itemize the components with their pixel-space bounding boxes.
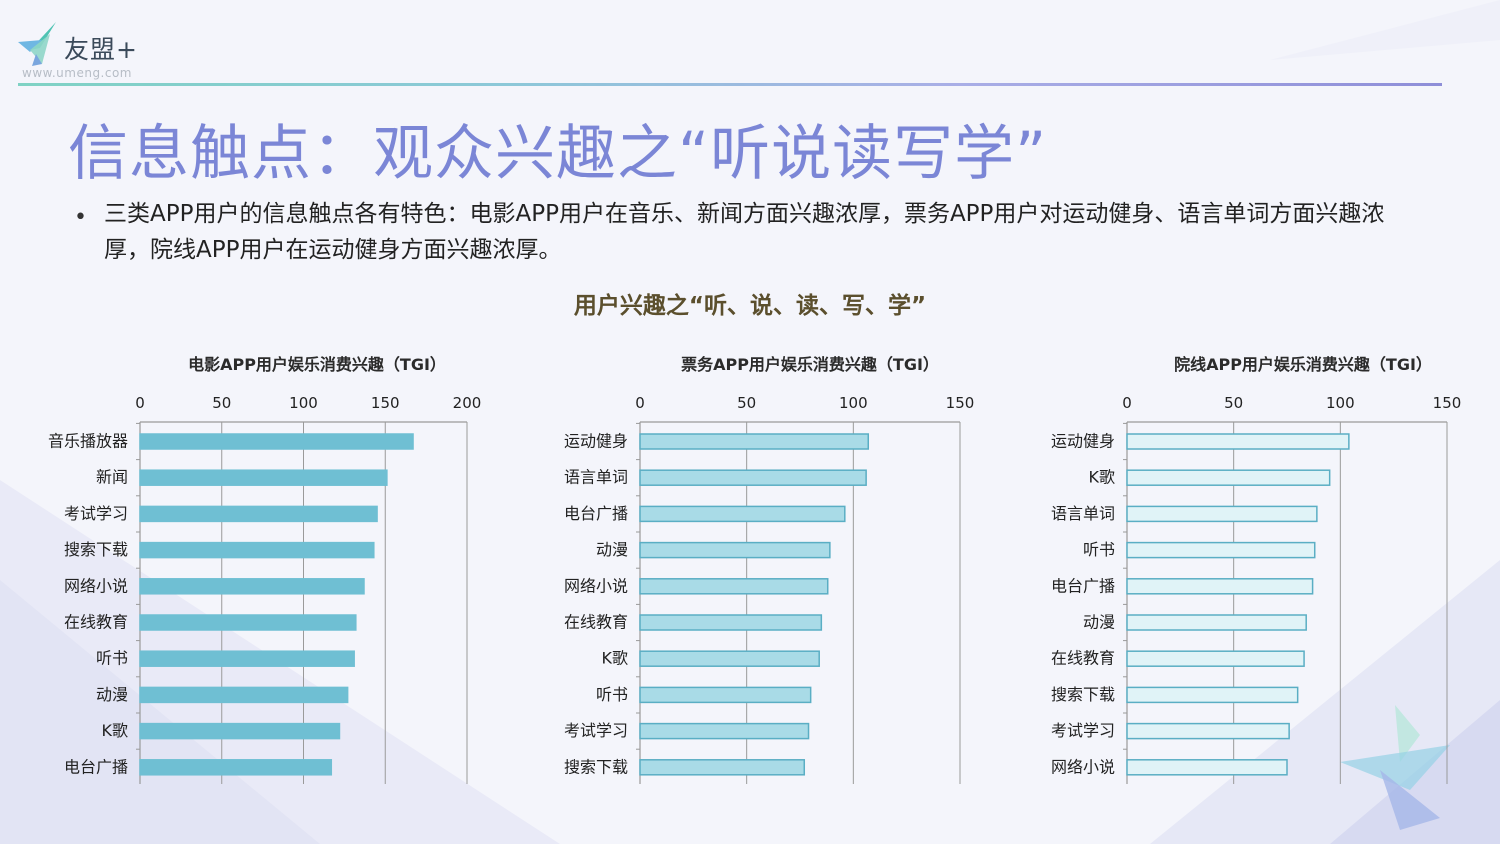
chart-3-bar [1126,433,1350,450]
chart-1-bar [139,469,388,486]
chart-3-category-label: 动漫 [1083,613,1115,632]
chart-3-title: 院线APP用户娱乐消费兴趣（TGI） [1174,355,1432,374]
chart-2-category-label: 动漫 [596,540,628,559]
chart-2-bar [639,578,829,595]
chart-3-tick-label: 0 [1122,394,1132,412]
chart-1-bar [139,686,349,704]
chart-1-category-label: 网络小说 [64,576,128,595]
chart-2-tick-label: 150 [946,394,975,412]
chart-2-bar [639,722,810,740]
chart-2-bar [639,686,812,704]
chart-1-category-label: 听书 [96,649,128,668]
chart-1-tick-label: 0 [135,394,145,412]
chart-1-category-label: 音乐播放器 [48,432,128,451]
section-title: 用户兴趣之“听、说、读、写、学” [573,293,927,319]
chart-1-category-label: 电台广播 [64,757,128,776]
chart-3-category-label: 在线教育 [1051,649,1115,668]
chart-1-bar [139,614,357,631]
chart-1-title: 电影APP用户娱乐消费兴趣（TGI） [188,355,446,374]
chart-3-category-label: 搜索下载 [1051,685,1115,704]
chart-2-category-label: 考试学习 [564,721,628,740]
chart-1-category-label: K歌 [102,721,129,740]
chart-2-bar [639,433,870,450]
chart-1-bar [139,578,365,595]
umeng-logo[interactable]: 友盟+ www.umeng.com [16,20,166,82]
chart-1-category-label: 考试学习 [64,504,128,523]
chart-1-tick-label: 100 [289,394,318,412]
chart-1-bar [139,433,414,450]
chart-2-bar [639,469,867,486]
umeng-bird-icon [18,22,56,66]
chart-3-bar [1126,759,1288,776]
chart-2-category-label: K歌 [602,649,629,668]
chart-2-bar [639,614,823,631]
logo-text: 友盟+ [64,35,138,64]
chart-3-tick-label: 50 [1224,394,1243,412]
chart-2-bar [639,505,846,523]
bullet-marker: • [74,205,87,230]
chart-3-bar [1126,722,1290,740]
chart-1-category-label: 在线教育 [64,613,128,632]
chart-2-bar [639,759,806,776]
chart-1-bar [139,759,333,776]
chart-1-tick-label: 150 [371,394,400,412]
chart-3-category-label: 语言单词 [1051,504,1115,523]
chart-3-bar [1126,578,1314,595]
chart-2-category-label: 运动健身 [564,432,628,451]
page-title: 信息触点：观众兴趣之“听说读写学” [68,119,1048,189]
chart-2-tick-label: 100 [839,394,868,412]
chart-1-bar [139,650,355,667]
chart-2-title: 票务APP用户娱乐消费兴趣（TGI） [681,355,939,374]
chart-2-category-label: 语言单词 [564,468,628,487]
chart-1-tick-label: 200 [453,394,482,412]
chart-3-category-label: 考试学习 [1051,721,1115,740]
chart-2-tick-label: 50 [737,394,756,412]
chart-2-bar [639,650,820,667]
chart-1-category-label: 搜索下载 [64,540,128,559]
chart-3-category-label: K歌 [1089,468,1116,487]
summary-text: 三类APP用户的信息触点各有特色：电影APP用户在音乐、新闻方面兴趣浓厚，票务A… [104,201,1385,263]
chart-3-category-label: 听书 [1083,540,1115,559]
chart-1-bar [139,722,341,740]
chart-2-category-label: 网络小说 [564,576,628,595]
chart-2-category-label: 搜索下载 [564,757,628,776]
chart-3-category-label: 电台广播 [1051,576,1115,595]
chart-3-tick-label: 100 [1326,394,1355,412]
chart-2-category-label: 听书 [596,685,628,704]
chart-2-category-label: 电台广播 [564,504,628,523]
chart-1-category-label: 新闻 [96,468,128,487]
chart-1-bar [139,505,378,523]
chart-1-tick-label: 50 [212,394,231,412]
chart-3-bar [1126,614,1307,631]
chart-3-tick-label: 150 [1433,394,1462,412]
chart-3-category-label: 网络小说 [1051,757,1115,776]
chart-2-category-label: 在线教育 [564,613,628,632]
chart-3-bar [1126,650,1305,667]
chart-2-bar [639,541,831,559]
chart-3-bar [1126,505,1318,523]
chart-1-category-label: 动漫 [96,685,128,704]
chart-2-tick-label: 0 [635,394,645,412]
logo-url: www.umeng.com [22,66,132,80]
chart-3-bar [1126,686,1299,704]
chart-3-category-label: 运动健身 [1051,432,1115,451]
chart-3-bar [1126,469,1331,486]
header-divider [18,83,1442,86]
chart-3-bar [1126,541,1316,559]
chart-1-bar [139,541,375,559]
